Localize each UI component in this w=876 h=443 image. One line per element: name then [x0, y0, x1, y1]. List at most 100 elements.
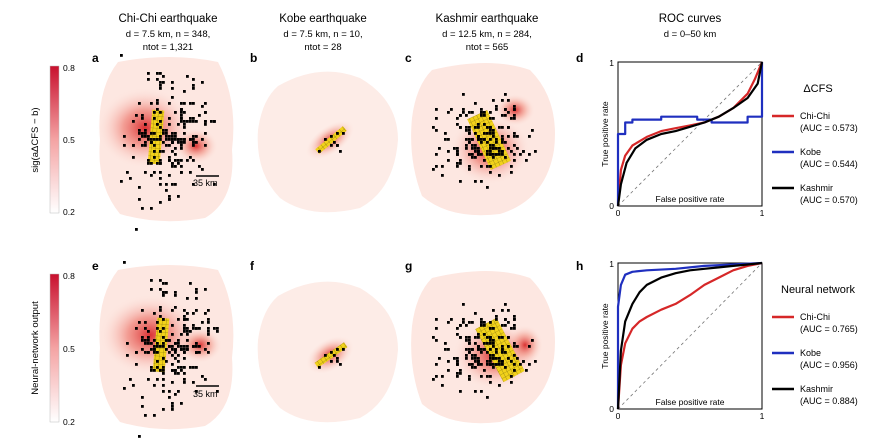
column-headers: Chi-Chi earthquake d = 7.5 km, n = 348, …	[118, 13, 721, 53]
aftershock-marker	[495, 138, 498, 141]
aftershock-marker	[531, 339, 534, 342]
aftershock-marker	[156, 321, 159, 324]
aftershock-marker	[162, 75, 165, 78]
roc-y-tick-1: 1	[609, 259, 614, 269]
aftershock-marker	[174, 147, 177, 150]
aftershock-marker	[168, 351, 171, 354]
aftershock-marker	[153, 312, 156, 315]
aftershock-marker	[180, 402, 183, 405]
aftershock-marker	[165, 129, 168, 132]
aftershock-marker	[204, 144, 207, 147]
aftershock-marker	[192, 141, 195, 144]
aftershock-marker	[474, 102, 477, 105]
aftershock-marker	[477, 360, 480, 363]
aftershock-marker	[513, 159, 516, 162]
aftershock-marker	[489, 375, 492, 378]
aftershock-marker	[486, 342, 489, 345]
aftershock-marker	[477, 126, 480, 129]
aftershock-marker	[330, 135, 333, 138]
aftershock-marker	[477, 135, 480, 138]
aftershock-marker	[189, 330, 192, 333]
aftershock-marker	[138, 129, 141, 132]
aftershock-marker	[435, 339, 438, 342]
aftershock-marker	[174, 111, 177, 114]
aftershock-marker	[135, 351, 138, 354]
aftershock-marker	[162, 150, 165, 153]
aftershock-marker	[192, 324, 195, 327]
aftershock-marker	[507, 111, 510, 114]
aftershock-marker	[171, 381, 174, 384]
aftershock-marker	[159, 345, 162, 348]
aftershock-marker	[465, 336, 468, 339]
aftershock-marker	[168, 144, 171, 147]
aftershock-marker	[480, 138, 483, 141]
aftershock-marker	[483, 321, 486, 324]
aftershock-marker	[183, 381, 186, 384]
aftershock-marker	[186, 312, 189, 315]
aftershock-marker	[471, 354, 474, 357]
aftershock-marker	[522, 360, 525, 363]
aftershock-marker	[444, 132, 447, 135]
aftershock-marker	[183, 345, 186, 348]
aftershock-marker	[186, 159, 189, 162]
aftershock-marker	[477, 333, 480, 336]
aftershock-marker	[129, 177, 132, 180]
aftershock-marker	[162, 408, 165, 411]
aftershock-marker	[492, 342, 495, 345]
map-kobe-bottom	[257, 281, 398, 423]
aftershock-marker	[489, 111, 492, 114]
aftershock-marker	[162, 345, 165, 348]
aftershock-marker	[504, 108, 507, 111]
aftershock-marker	[513, 345, 516, 348]
aftershock-marker	[336, 132, 339, 135]
aftershock-marker	[180, 102, 183, 105]
aftershock-marker	[468, 363, 471, 366]
colorbar-bottom-tick-mid: 0.5	[63, 344, 75, 354]
aftershock-marker	[156, 72, 159, 75]
roc-series-kobe	[616, 261, 763, 409]
aftershock-marker	[183, 366, 186, 369]
aftershock-marker	[486, 132, 489, 135]
map-kashmir-bottom	[411, 271, 555, 424]
aftershock-marker	[168, 339, 171, 342]
aftershock-marker	[201, 81, 204, 84]
aftershock-marker	[192, 345, 195, 348]
aftershock-marker	[162, 372, 165, 375]
aftershock-marker	[153, 132, 156, 135]
aftershock-marker	[459, 324, 462, 327]
aftershock-marker	[165, 138, 168, 141]
aftershock-marker	[180, 171, 183, 174]
aftershock-marker	[156, 378, 159, 381]
aftershock-marker	[435, 153, 438, 156]
aftershock-marker	[123, 144, 126, 147]
aftershock-marker	[192, 87, 195, 90]
roc-series-chichi	[616, 261, 763, 410]
aftershock-marker	[336, 360, 339, 363]
aftershock-marker	[492, 345, 495, 348]
aftershock-marker	[507, 357, 510, 360]
aftershock-marker	[168, 156, 171, 159]
aftershock-marker	[168, 102, 171, 105]
aftershock-marker	[207, 342, 210, 345]
aftershock-marker	[489, 354, 492, 357]
colorbar-top-tick-high: 0.8	[63, 63, 75, 73]
aftershock-marker	[501, 348, 504, 351]
aftershock-marker	[183, 120, 186, 123]
aftershock-marker	[474, 360, 477, 363]
aftershock-marker	[486, 153, 489, 156]
aftershock-marker	[183, 324, 186, 327]
aftershock-marker	[156, 102, 159, 105]
aftershock-marker	[480, 318, 483, 321]
aftershock-marker	[492, 117, 495, 120]
aftershock-marker	[207, 327, 210, 330]
aftershock-marker	[471, 366, 474, 369]
aftershock-marker	[480, 108, 483, 111]
aftershock-marker	[138, 102, 141, 105]
aftershock-marker	[459, 114, 462, 117]
roc-y-tick-1: 1	[609, 58, 614, 68]
aftershock-marker	[216, 390, 219, 393]
aftershock-marker	[132, 144, 135, 147]
aftershock-marker	[336, 357, 339, 360]
aftershock-marker	[471, 153, 474, 156]
aftershock-marker	[192, 120, 195, 123]
